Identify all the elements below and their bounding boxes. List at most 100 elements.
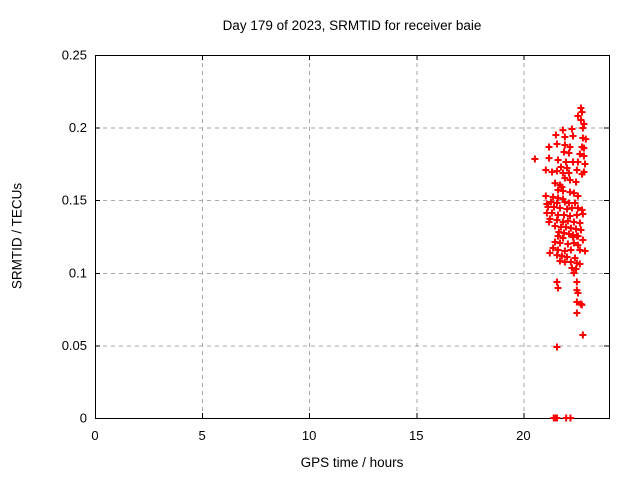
data-point-marker: [552, 131, 560, 139]
data-point-marker: [576, 150, 584, 158]
data-point-marker: [554, 284, 562, 292]
data-point-marker: [546, 249, 554, 257]
data-point-marker: [573, 232, 581, 240]
data-point-marker: [572, 225, 580, 233]
data-point-marker: [578, 301, 586, 309]
data-point-marker: [553, 140, 561, 148]
data-point-marker: [579, 124, 587, 132]
y-tick-label: 0.25: [62, 48, 87, 63]
data-point-marker: [578, 108, 586, 116]
data-point-marker: [554, 194, 562, 202]
data-point-marker: [574, 204, 582, 212]
data-point-marker: [566, 143, 574, 151]
data-point-marker: [561, 133, 569, 141]
data-point-marker: [572, 265, 580, 273]
data-point-marker: [568, 125, 576, 133]
data-point-marker: [570, 189, 578, 197]
data-point-marker: [574, 289, 582, 297]
data-point-marker: [579, 331, 587, 339]
data-point-marker: [556, 239, 564, 247]
data-point-marker: [576, 219, 584, 227]
data-point-marker: [578, 170, 586, 178]
data-point-marker: [570, 269, 578, 277]
data-point-marker: [564, 240, 572, 248]
data-point-marker: [549, 244, 557, 252]
data-point-marker: [549, 193, 557, 201]
y-tick-label: 0: [80, 411, 87, 426]
data-point-marker: [544, 203, 552, 211]
x-tick-label: 20: [516, 428, 530, 443]
data-point-marker: [579, 210, 587, 218]
data-point-marker: [569, 233, 577, 241]
data-point-marker: [571, 199, 579, 207]
data-point-marker: [573, 166, 581, 174]
data-point-marker: [560, 229, 568, 237]
x-axis-label: GPS time / hours: [300, 455, 404, 470]
data-point-marker: [561, 141, 569, 149]
data-point-marker: [568, 264, 576, 272]
data-point-marker: [579, 236, 587, 244]
data-point-marker: [573, 278, 581, 286]
data-point-marker: [553, 343, 561, 351]
data-point-marker: [554, 246, 562, 254]
data-point-marker: [566, 212, 574, 220]
data-point-marker: [551, 179, 559, 187]
data-point-marker: [577, 104, 585, 112]
data-point-marker: [559, 126, 567, 134]
data-point-marker: [573, 298, 581, 306]
data-point-marker: [566, 176, 574, 184]
data-point-marker: [557, 163, 565, 171]
x-tick-label: 0: [91, 428, 98, 443]
data-point-marker: [560, 211, 568, 219]
data-point-marker: [565, 169, 573, 177]
data-point-marker: [564, 217, 572, 225]
data-point-marker: [577, 226, 585, 234]
data-point-marker: [558, 252, 566, 260]
data-point-marker: [566, 188, 574, 196]
data-point-marker: [580, 120, 588, 128]
data-point-marker: [559, 187, 567, 195]
data-point-marker: [559, 234, 567, 242]
x-tick-label: 15: [409, 428, 423, 443]
data-point-marker: [565, 199, 573, 207]
data-point-marker: [561, 258, 569, 266]
data-point-marker: [553, 167, 561, 175]
data-point-marker: [576, 260, 584, 268]
chart-title: Day 179 of 2023, SRMTID for receiver bai…: [222, 18, 482, 33]
y-tick-label: 0.15: [62, 193, 87, 208]
x-tick-label: 10: [302, 428, 316, 443]
data-point-marker: [563, 205, 571, 213]
data-point-marker: [581, 160, 589, 168]
data-point-marker: [550, 203, 558, 211]
data-point-marker: [548, 168, 556, 176]
data-point-marker: [580, 144, 588, 152]
data-point-marker: [553, 414, 561, 422]
y-tick-label: 0.05: [62, 338, 87, 353]
plot-border: [95, 55, 610, 419]
data-point-marker: [566, 414, 574, 422]
data-point-marker: [554, 186, 562, 194]
data-point-marker: [581, 247, 589, 255]
data-point-marker: [560, 148, 568, 156]
data-point-marker: [542, 166, 550, 174]
data-point-marker: [574, 158, 582, 166]
data-point-marker: [556, 204, 564, 212]
data-point-marker: [574, 241, 582, 249]
data-point-marker: [580, 152, 588, 160]
data-point-marker: [567, 246, 575, 254]
data-point-marker: [569, 132, 577, 140]
data-point-marker: [561, 174, 569, 182]
data-point-marker: [568, 204, 576, 212]
data-point-marker: [545, 154, 553, 162]
data-point-marker: [554, 156, 562, 164]
data-point-marker: [562, 158, 570, 166]
data-point-marker: [570, 218, 578, 226]
data-point-marker: [562, 223, 570, 231]
y-tick-label: 0.1: [69, 265, 87, 280]
data-point-marker: [553, 278, 561, 286]
data-point-marker: [567, 258, 575, 266]
data-point-marker: [556, 257, 564, 265]
data-point-marker: [582, 135, 590, 143]
